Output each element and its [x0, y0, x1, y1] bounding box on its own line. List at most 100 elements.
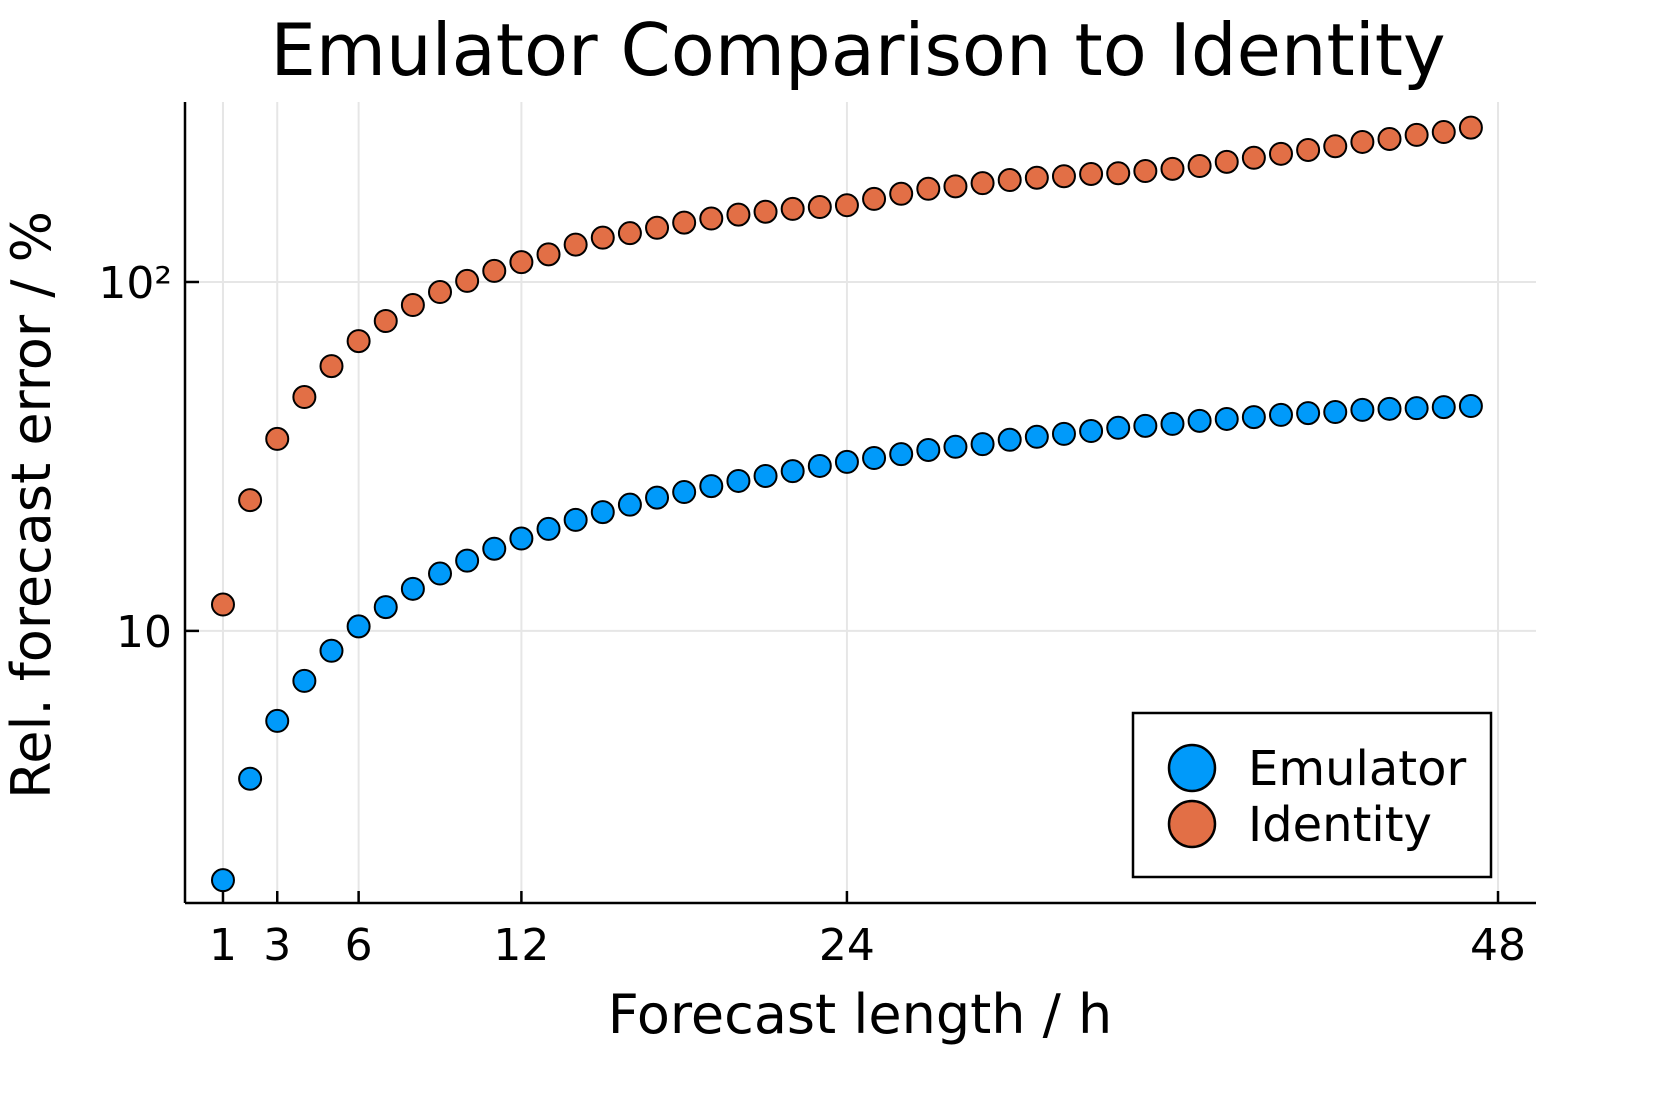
- point-emulator: [319, 638, 344, 663]
- point-identity: [536, 242, 561, 267]
- point-emulator: [346, 614, 371, 639]
- point-identity: [889, 181, 914, 206]
- legend-label-emulator: Emulator: [1248, 741, 1466, 797]
- point-emulator: [1024, 424, 1049, 449]
- x-tick-label: 3: [263, 920, 291, 971]
- y-tick-label: 10²: [98, 258, 172, 309]
- point-identity: [455, 268, 480, 293]
- point-emulator: [916, 437, 941, 462]
- point-identity: [1024, 165, 1049, 190]
- point-identity: [997, 168, 1022, 193]
- point-emulator: [1404, 396, 1429, 421]
- point-emulator: [509, 526, 534, 551]
- point-identity: [753, 199, 778, 224]
- point-identity: [1350, 129, 1375, 154]
- y-axis-label: Rel. forecast error / %: [0, 211, 63, 799]
- point-emulator: [1323, 400, 1348, 425]
- point-identity: [1241, 145, 1266, 170]
- point-emulator: [807, 453, 832, 478]
- point-emulator: [943, 434, 968, 459]
- data-points: [210, 115, 1483, 893]
- point-emulator: [997, 427, 1022, 452]
- point-emulator: [455, 548, 480, 573]
- point-identity: [428, 280, 453, 305]
- point-identity: [1404, 122, 1429, 147]
- point-emulator: [373, 595, 398, 620]
- point-identity: [482, 258, 507, 283]
- point-identity: [1160, 156, 1185, 181]
- point-identity: [943, 174, 968, 199]
- point-identity: [916, 176, 941, 201]
- point-emulator: [753, 463, 778, 488]
- point-emulator: [1268, 402, 1293, 427]
- point-identity: [210, 592, 235, 617]
- point-emulator: [1458, 394, 1483, 419]
- point-identity: [238, 488, 263, 513]
- point-identity: [319, 354, 344, 379]
- point-identity: [563, 232, 588, 257]
- point-emulator: [1051, 421, 1076, 446]
- point-emulator: [617, 492, 642, 517]
- point-emulator: [210, 868, 235, 893]
- point-emulator: [1160, 411, 1185, 436]
- point-identity: [509, 250, 534, 275]
- legend-marker-emulator: [1167, 743, 1217, 793]
- point-identity: [1268, 141, 1293, 166]
- grid: [185, 102, 1536, 903]
- point-identity: [265, 426, 290, 451]
- point-emulator: [1241, 405, 1266, 430]
- y-tick-label: 10: [116, 607, 172, 658]
- point-identity: [834, 193, 859, 218]
- ticks: 1 3 6 12 24 48 10 10²: [98, 258, 1526, 971]
- point-emulator: [1187, 408, 1212, 433]
- point-identity: [590, 225, 615, 250]
- point-emulator: [1106, 415, 1131, 440]
- point-identity: [1323, 134, 1348, 159]
- point-identity: [862, 186, 887, 211]
- point-identity: [292, 385, 317, 410]
- point-emulator: [482, 536, 507, 561]
- point-emulator: [862, 445, 887, 470]
- point-identity: [617, 221, 642, 246]
- point-emulator: [400, 576, 425, 601]
- point-emulator: [780, 459, 805, 484]
- point-emulator: [292, 668, 317, 693]
- point-emulator: [590, 500, 615, 525]
- point-identity: [1431, 120, 1456, 145]
- x-tick-label: 48: [1470, 920, 1526, 971]
- point-identity: [1458, 115, 1483, 140]
- point-emulator: [889, 442, 914, 467]
- x-tick-label: 6: [345, 920, 373, 971]
- point-emulator: [672, 480, 697, 505]
- legend-box: [1131, 711, 1493, 879]
- point-identity: [1133, 159, 1158, 184]
- point-identity: [726, 202, 751, 227]
- point-identity: [645, 215, 670, 240]
- point-emulator: [238, 766, 263, 791]
- point-identity: [807, 195, 832, 220]
- point-identity: [672, 210, 697, 235]
- point-emulator: [726, 468, 751, 493]
- x-tick-label: 24: [819, 920, 875, 971]
- axes: [183, 102, 1536, 905]
- point-identity: [373, 309, 398, 334]
- point-emulator: [428, 561, 453, 586]
- point-identity: [1377, 126, 1402, 151]
- chart-title: Emulator Comparison to Identity: [270, 8, 1445, 92]
- point-identity: [780, 196, 805, 221]
- point-emulator: [265, 708, 290, 733]
- x-tick-label: 1: [209, 920, 237, 971]
- point-identity: [346, 329, 371, 354]
- legend-marker-identity: [1167, 799, 1217, 849]
- point-identity: [699, 206, 724, 231]
- point-emulator: [1296, 401, 1321, 426]
- point-identity: [1051, 164, 1076, 189]
- point-identity: [1079, 161, 1104, 186]
- point-emulator: [699, 474, 724, 499]
- point-emulator: [536, 516, 561, 541]
- point-identity: [970, 171, 995, 196]
- point-identity: [1296, 137, 1321, 162]
- point-emulator: [645, 485, 670, 510]
- point-emulator: [1079, 419, 1104, 444]
